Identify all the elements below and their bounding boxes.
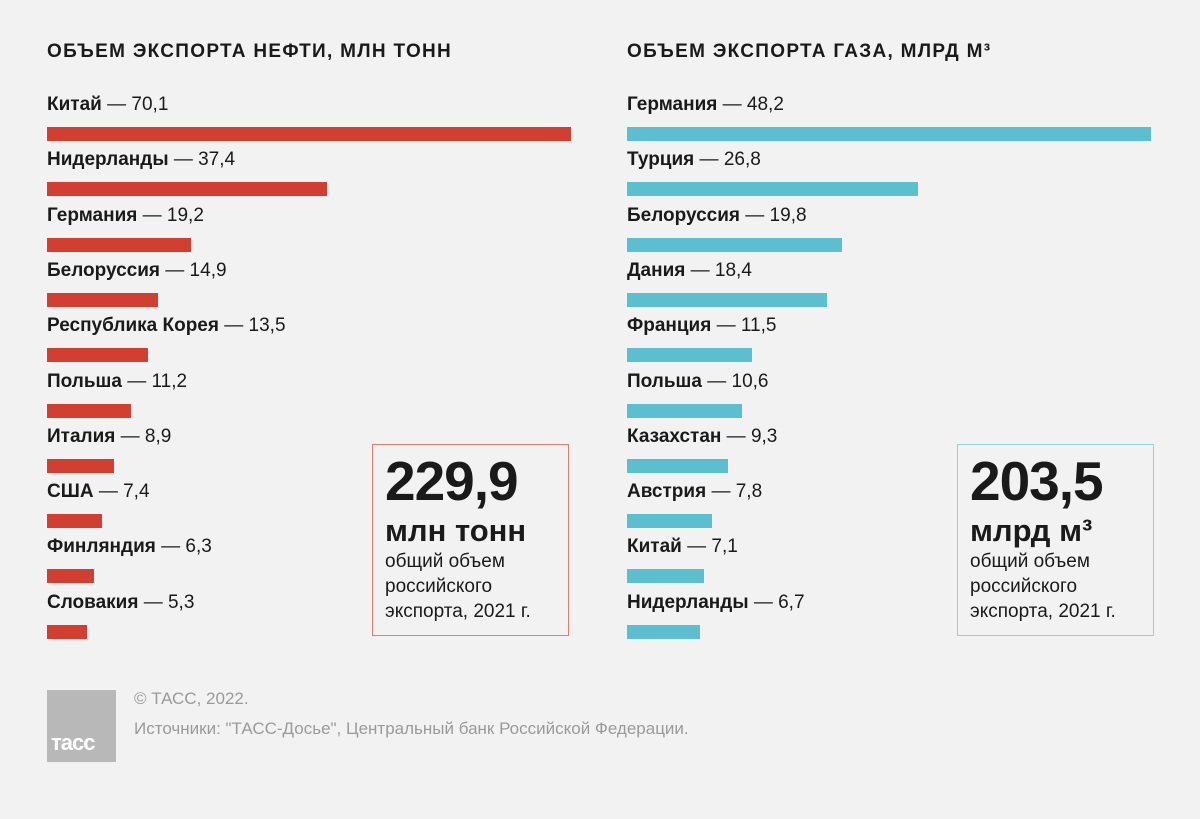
category-name: Польша bbox=[627, 370, 702, 392]
bar-label: Дания — 18,4 bbox=[627, 260, 752, 282]
sources: Источники: "ТАСС-Досье", Центральный бан… bbox=[134, 719, 689, 738]
category-name: Австрия bbox=[627, 481, 707, 503]
value-label: — 10,6 bbox=[701, 370, 769, 392]
bar bbox=[47, 403, 131, 418]
bar-label: Германия — 19,2 bbox=[47, 205, 204, 227]
value-label: — 11,2 bbox=[121, 370, 188, 392]
bar bbox=[47, 237, 191, 252]
category-name: Финляндия bbox=[47, 536, 156, 558]
gas-chart-title: ОБЪЕМ ЭКСПОРТА ГАЗА, МЛРД М³ bbox=[627, 41, 992, 62]
bar bbox=[627, 182, 919, 197]
category-name: Белоруссия bbox=[47, 259, 160, 281]
category-name: Словакия bbox=[47, 591, 139, 613]
category-name: Дания bbox=[627, 259, 686, 281]
bar-label: Польша — 10,6 bbox=[627, 371, 769, 393]
tass-logo-text: ТАСС bbox=[51, 730, 95, 755]
bar bbox=[627, 237, 843, 252]
value-label: — 13,5 bbox=[218, 315, 286, 337]
value-label: — 6,3 bbox=[155, 536, 212, 558]
bar-label: Белоруссия — 19,8 bbox=[627, 205, 807, 227]
bar bbox=[627, 348, 753, 363]
category-name: Франция bbox=[627, 315, 712, 337]
oil-total-caption-3: экспорта, 2021 г. bbox=[385, 601, 531, 622]
bar-label: Австрия — 7,8 bbox=[627, 481, 762, 503]
oil-total-box: 229,9 млн тонн общий объем российского э… bbox=[372, 444, 569, 636]
oil-total-caption-1: общий объем bbox=[385, 551, 505, 572]
category-name: Казахстан bbox=[627, 425, 722, 447]
bar-label: Нидерланды — 37,4 bbox=[47, 149, 235, 171]
value-label: — 18,4 bbox=[685, 259, 752, 281]
bar-label: Словакия — 5,3 bbox=[47, 592, 194, 614]
bar-label: США — 7,4 bbox=[47, 481, 150, 503]
bar-label: Белоруссия — 14,9 bbox=[47, 260, 227, 282]
value-label: — 7,4 bbox=[93, 481, 150, 503]
bar-label: Франция — 11,5 bbox=[627, 315, 776, 337]
category-name: Белоруссия bbox=[627, 204, 740, 226]
bar-label: Турция — 26,8 bbox=[627, 149, 761, 171]
gas-total-caption-1: общий объем bbox=[970, 551, 1090, 572]
bar bbox=[47, 127, 571, 141]
value-label: — 70,1 bbox=[101, 94, 169, 115]
category-name: Италия bbox=[47, 425, 116, 447]
category-name: Китай bbox=[627, 536, 682, 558]
bar bbox=[627, 127, 1151, 141]
gas-total-value: 203,5 bbox=[970, 450, 1104, 512]
bar-label: Республика Корея — 13,5 bbox=[47, 315, 286, 337]
tass-logo: ТАСС bbox=[47, 690, 116, 762]
gas-total-caption-2: российского bbox=[970, 576, 1078, 597]
value-label: — 19,8 bbox=[740, 204, 807, 226]
value-label: — 37,4 bbox=[168, 149, 236, 171]
category-name: Германия bbox=[47, 204, 138, 226]
gas-total-unit: млрд м³ bbox=[970, 513, 1093, 548]
category-name: Республика Корея bbox=[47, 315, 219, 337]
bar bbox=[47, 514, 103, 529]
bar bbox=[627, 569, 705, 584]
value-label: — 26,8 bbox=[694, 149, 761, 171]
category-name: Нидерланды bbox=[47, 149, 169, 171]
bar bbox=[47, 292, 159, 307]
bar bbox=[47, 569, 95, 584]
bar bbox=[47, 624, 87, 639]
value-label: — 6,7 bbox=[748, 591, 805, 613]
bar-label: Нидерланды — 6,7 bbox=[627, 592, 805, 614]
category-name: Польша bbox=[47, 370, 122, 392]
value-label: — 9,3 bbox=[721, 425, 778, 447]
value-label: — 8,9 bbox=[115, 425, 172, 447]
bar bbox=[47, 348, 148, 363]
bar-label: Финляндия — 6,3 bbox=[47, 536, 212, 558]
oil-chart-title: ОБЪЕМ ЭКСПОРТА НЕФТИ, МЛН ТОНН bbox=[47, 41, 453, 62]
category-name: США bbox=[47, 481, 94, 503]
bar-label: Польша — 11,2 bbox=[47, 371, 187, 393]
bar-label: Германия — 48,2 bbox=[627, 94, 784, 116]
category-name: Китай bbox=[47, 94, 102, 115]
bar bbox=[627, 514, 712, 529]
gas-total-box: 203,5 млрд м³ общий объем российского эк… bbox=[957, 444, 1154, 636]
value-label: — 7,8 bbox=[706, 481, 763, 503]
value-label: — 5,3 bbox=[138, 591, 195, 613]
bar bbox=[627, 458, 729, 473]
category-name: Германия bbox=[627, 94, 718, 115]
oil-total-unit: млн тонн bbox=[385, 513, 527, 548]
category-name: Турция bbox=[627, 149, 695, 171]
bar bbox=[627, 292, 828, 307]
bar-label: Италия — 8,9 bbox=[47, 426, 171, 448]
value-label: — 7,1 bbox=[681, 536, 738, 558]
value-label: — 14,9 bbox=[160, 259, 227, 281]
value-label: — 11,5 bbox=[711, 315, 777, 337]
bar-label: Казахстан — 9,3 bbox=[627, 426, 777, 448]
bar-label: Китай — 7,1 bbox=[627, 536, 738, 558]
bar-label: Китай — 70,1 bbox=[47, 94, 168, 116]
bar bbox=[47, 182, 327, 197]
oil-total-value: 229,9 bbox=[385, 450, 519, 512]
oil-total-caption-2: российского bbox=[385, 576, 493, 597]
copyright: © ТАСС, 2022. bbox=[134, 689, 249, 708]
bar bbox=[627, 403, 743, 418]
category-name: Нидерланды bbox=[627, 591, 749, 613]
bar bbox=[627, 624, 700, 639]
bar bbox=[47, 458, 114, 473]
value-label: — 48,2 bbox=[717, 94, 784, 115]
gas-total-caption-3: экспорта, 2021 г. bbox=[970, 601, 1116, 622]
value-label: — 19,2 bbox=[137, 204, 204, 226]
